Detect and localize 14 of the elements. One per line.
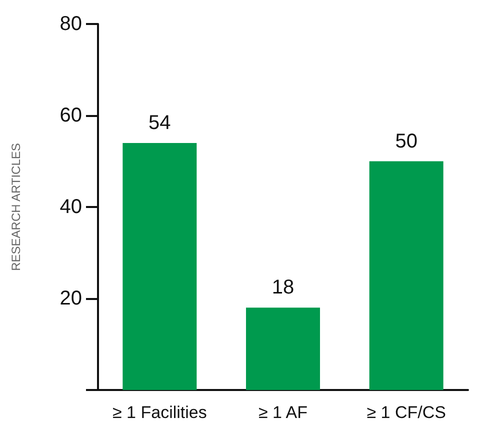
bar	[369, 161, 444, 390]
y-tick-label: 80	[60, 13, 82, 35]
y-tick-label: 60	[60, 104, 82, 126]
x-tick-label: ≥ 1 Facilities	[112, 403, 207, 422]
data-label: 54	[148, 112, 171, 134]
data-label: 18	[272, 276, 294, 299]
y-tick-label: 40	[60, 196, 82, 218]
x-tick-label: ≥ 1 AF	[258, 403, 308, 422]
y-tick-label: 20	[60, 288, 82, 310]
bar	[246, 308, 320, 390]
data-label: 50	[395, 130, 418, 152]
x-tick-label: ≥ 1 CF/CS	[366, 403, 446, 422]
bar	[122, 142, 197, 390]
y-axis-title: RESEARCH ARTICLES	[9, 143, 23, 271]
